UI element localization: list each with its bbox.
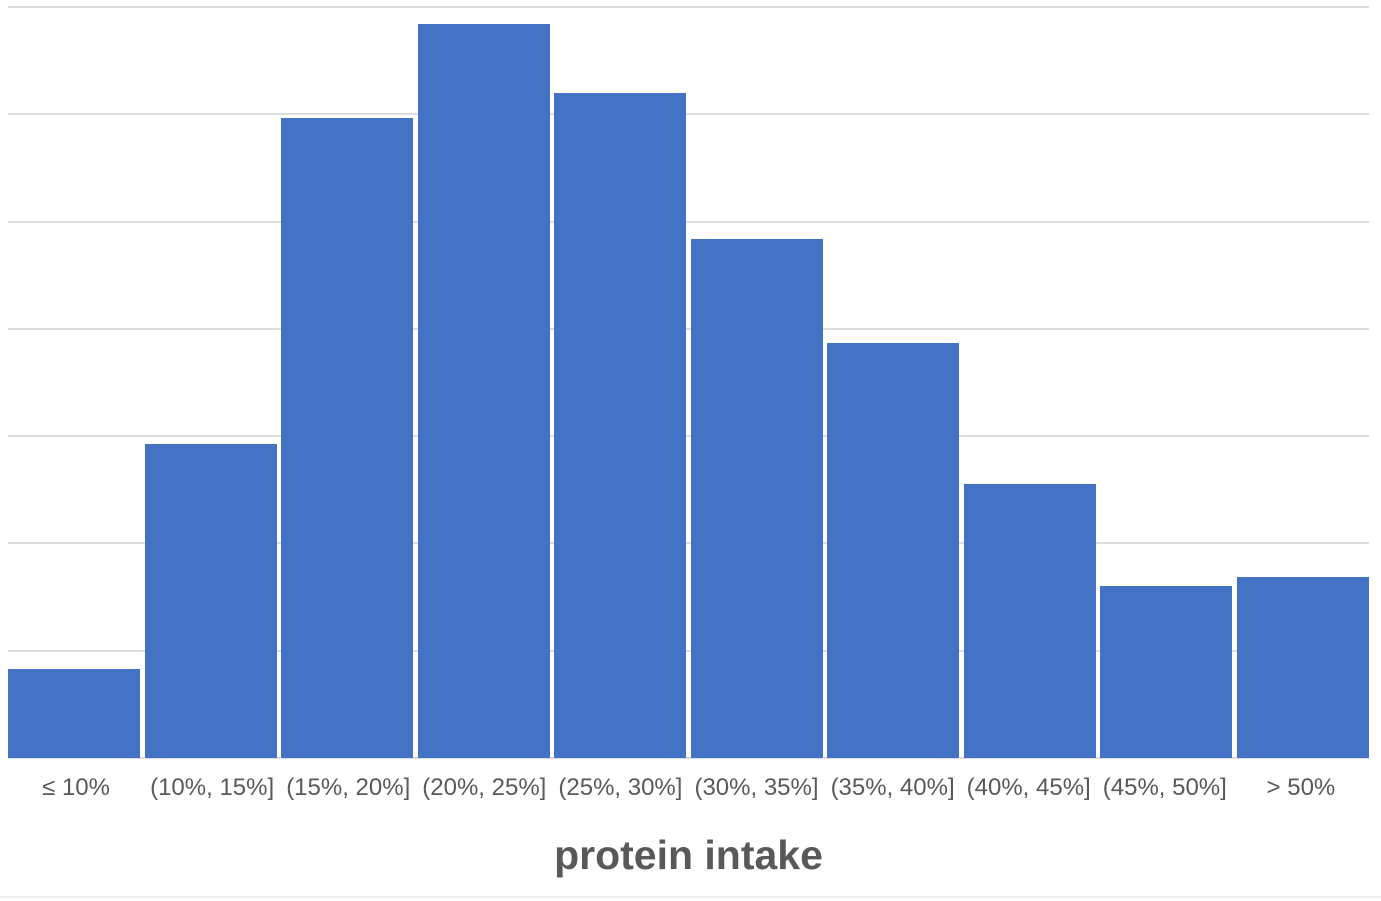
histogram-bar: [144, 443, 277, 758]
bottom-border-line: [0, 896, 1381, 898]
x-axis-label: (25%, 30%]: [558, 774, 683, 801]
x-axis-label: (45%, 50%]: [1102, 774, 1227, 801]
gridline: [8, 6, 1369, 8]
x-axis-label: (40%, 45%]: [966, 774, 1091, 801]
histogram-bar: [554, 92, 687, 758]
gridline: [8, 757, 1369, 759]
histogram-bar: [417, 24, 550, 758]
x-axis-label: > 50%: [1266, 774, 1336, 801]
histogram-bar: [1236, 576, 1369, 758]
x-axis-labels: ≤ 10% (10%, 15%] (15%, 20%] (20%, 25%] (25%,…: [8, 770, 1369, 806]
x-axis-label: (30%, 35%]: [694, 774, 819, 801]
histogram-bar: [281, 117, 414, 758]
histogram-bar: [963, 484, 1096, 758]
x-axis-label: ≤ 10%: [42, 774, 110, 801]
x-axis-label: (10%, 15%]: [150, 774, 275, 801]
gridline: [8, 220, 1369, 223]
histogram-bar: [827, 342, 960, 758]
gridline: [8, 649, 1369, 652]
x-axis-title: protein intake: [554, 832, 823, 878]
gridline: [8, 113, 1369, 116]
histogram-bar: [690, 238, 823, 758]
x-axis-label: (20%, 25%]: [422, 774, 547, 801]
histogram-bar: [1100, 586, 1233, 758]
x-axis-label: (15%, 20%]: [286, 774, 411, 801]
bars-container: [8, 7, 1369, 758]
gridline: [8, 542, 1369, 545]
gridline: [8, 327, 1369, 330]
gridlines: [8, 6, 1369, 759]
gridline: [8, 435, 1369, 438]
histogram-bar: [8, 668, 141, 758]
plot-area: [8, 6, 1369, 759]
x-axis-label: (35%, 40%]: [830, 774, 955, 801]
